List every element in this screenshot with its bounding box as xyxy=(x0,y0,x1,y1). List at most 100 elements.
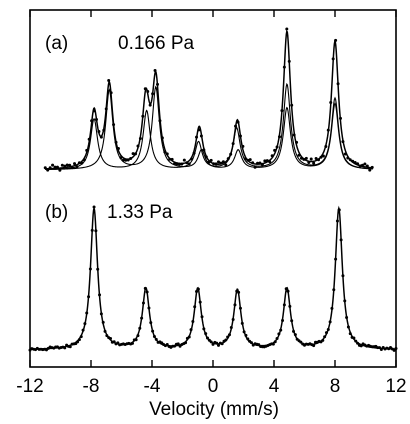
data-point xyxy=(354,339,358,343)
data-point xyxy=(271,342,275,346)
data-point xyxy=(177,162,181,166)
data-point xyxy=(312,344,316,348)
data-point xyxy=(185,161,189,165)
data-point xyxy=(151,329,155,333)
data-point xyxy=(277,135,281,139)
data-point xyxy=(273,148,277,152)
data-point xyxy=(224,163,228,167)
data-point xyxy=(163,150,167,154)
data-point xyxy=(116,147,120,150)
data-point xyxy=(187,162,191,166)
data-point xyxy=(209,340,213,344)
data-point xyxy=(165,152,169,156)
data-point xyxy=(204,155,208,159)
data-point xyxy=(346,325,350,329)
data-point xyxy=(149,321,153,325)
data-point xyxy=(204,332,208,336)
data-point xyxy=(75,165,79,169)
data-point xyxy=(138,326,142,330)
data-point xyxy=(83,322,87,326)
data-point xyxy=(77,161,81,165)
x-axis-title: Velocity (mm/s) xyxy=(149,399,279,420)
data-point xyxy=(209,158,213,162)
data-point xyxy=(189,328,193,332)
data-point xyxy=(214,162,218,166)
data-point xyxy=(234,124,238,128)
data-point xyxy=(73,162,77,166)
data-point xyxy=(244,333,248,337)
data-point xyxy=(229,152,233,156)
data-point xyxy=(321,338,325,342)
data-point xyxy=(63,164,67,168)
data-point xyxy=(370,165,374,169)
data-point xyxy=(231,142,235,146)
data-point xyxy=(319,155,323,159)
data-point xyxy=(286,289,290,293)
data-point xyxy=(190,157,194,161)
data-point xyxy=(236,120,240,124)
data-point xyxy=(152,335,156,338)
data-point xyxy=(195,289,199,293)
data-point xyxy=(343,299,347,303)
data-point xyxy=(182,158,186,162)
data-point xyxy=(309,157,313,161)
data-point xyxy=(112,340,116,344)
data-point xyxy=(317,158,321,162)
data-point xyxy=(94,229,98,233)
data-point xyxy=(328,320,332,324)
data-point xyxy=(80,161,84,165)
data-point xyxy=(356,341,360,345)
data-point xyxy=(337,208,341,212)
data-point xyxy=(98,293,102,297)
data-point xyxy=(103,329,107,333)
data-point xyxy=(97,129,101,133)
panel-a-pressure: 0.166 Pa xyxy=(118,33,194,54)
data-point xyxy=(292,133,296,137)
data-point xyxy=(304,156,308,160)
data-point xyxy=(221,160,225,164)
data-point xyxy=(77,338,81,342)
data-point xyxy=(76,340,80,344)
data-point xyxy=(138,136,142,140)
data-point xyxy=(60,163,64,167)
data-point xyxy=(227,333,231,337)
data-point xyxy=(196,287,200,291)
data-point xyxy=(287,59,291,63)
data-point xyxy=(85,311,89,315)
data-point xyxy=(334,257,338,261)
data-point xyxy=(237,290,241,294)
data-point xyxy=(114,140,118,144)
data-point xyxy=(282,65,286,69)
data-point xyxy=(195,135,199,139)
data-point xyxy=(330,306,334,310)
data-point xyxy=(212,162,216,166)
data-point xyxy=(299,156,303,160)
data-point xyxy=(147,306,151,310)
data-point xyxy=(290,103,294,107)
data-point xyxy=(168,157,172,161)
data-point xyxy=(92,109,96,113)
data-point xyxy=(79,335,83,339)
data-point xyxy=(124,158,128,162)
data-point xyxy=(173,344,177,348)
data-point xyxy=(88,267,92,271)
data-point xyxy=(238,306,242,310)
data-point xyxy=(63,346,67,350)
data-point xyxy=(241,144,245,148)
data-point xyxy=(191,319,195,323)
panel-b-plot xyxy=(28,205,398,352)
data-point xyxy=(102,128,106,132)
data-point xyxy=(231,318,235,322)
data-point xyxy=(321,154,325,158)
data-point xyxy=(290,319,294,323)
data-point xyxy=(158,119,162,123)
x-axis-ticks: -12 -8 -4 0 4 8 12 xyxy=(16,10,407,397)
data-point xyxy=(165,342,169,346)
data-point xyxy=(116,341,120,345)
data-point xyxy=(323,335,327,339)
data-point xyxy=(339,238,343,242)
data-point xyxy=(336,82,340,86)
data-point xyxy=(365,164,369,168)
data-point xyxy=(238,134,242,138)
data-point xyxy=(329,100,333,104)
